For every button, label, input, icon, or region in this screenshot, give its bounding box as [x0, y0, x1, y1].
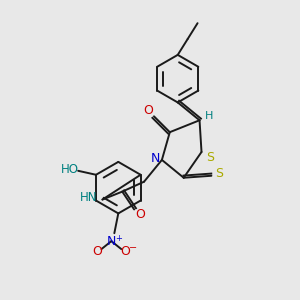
Text: S: S	[215, 167, 223, 180]
Text: N: N	[150, 152, 160, 165]
Text: S: S	[206, 152, 214, 164]
Text: −: −	[129, 243, 137, 253]
Text: +: +	[115, 234, 122, 243]
Text: HO: HO	[61, 163, 79, 176]
Text: O: O	[135, 208, 145, 221]
Text: O: O	[143, 104, 153, 117]
Text: HN: HN	[80, 191, 97, 204]
Text: H: H	[205, 111, 214, 121]
Text: O: O	[93, 244, 102, 258]
Text: N: N	[107, 235, 116, 248]
Text: O: O	[120, 244, 130, 258]
